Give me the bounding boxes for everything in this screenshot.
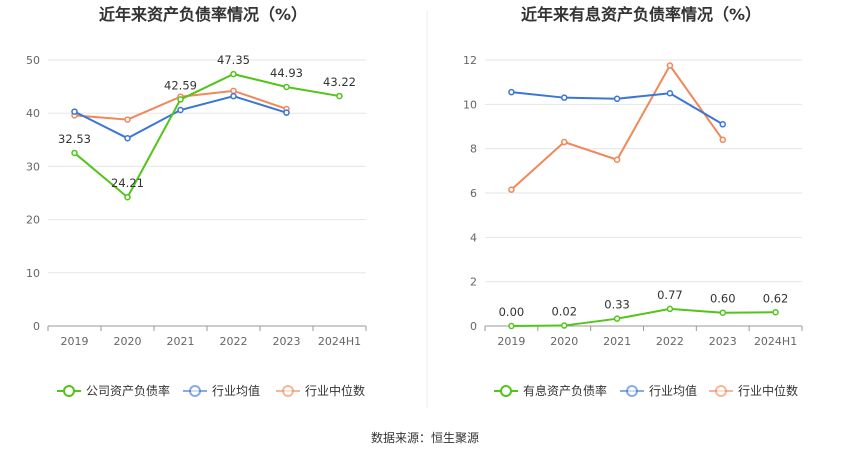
chart-title: 近年来资产负债率情况（%）	[99, 5, 307, 24]
data-point	[719, 136, 726, 144]
chart-panel-debt-ratio: 近年来资产负债率情况（%） 0 10 20 30 40 50 2019 2020 2021 2022…	[26, 5, 367, 398]
data-label: 0.02	[551, 305, 577, 319]
x-tick-label: 2019	[497, 335, 525, 348]
legend-item[interactable]: 行业均值	[183, 383, 260, 398]
x-tick-label: 2020	[550, 335, 578, 348]
legend-item[interactable]: 行业中位数	[709, 383, 798, 398]
data-label: 0.33	[604, 298, 630, 312]
y-tick-label: 12	[463, 54, 477, 67]
data-source-label: 数据来源：恒生聚源	[371, 430, 479, 445]
y-tick-label: 8	[470, 143, 477, 156]
x-tick-label: 2021	[603, 335, 631, 348]
data-point	[666, 62, 674, 69]
legend-marker-icon	[715, 385, 727, 397]
data-point	[124, 134, 131, 142]
legend-label: 行业中位数	[738, 383, 798, 398]
x-tick-label: 2024H1	[754, 335, 797, 348]
legend-label: 公司资产负债率	[86, 383, 170, 398]
y-tick-label: 30	[26, 160, 40, 173]
data-point	[177, 106, 184, 114]
data-point	[613, 156, 621, 163]
x-tick-label: 2021	[167, 335, 195, 348]
legend-item[interactable]: 行业中位数	[276, 383, 365, 398]
data-point	[124, 116, 131, 123]
data-point	[666, 90, 674, 97]
legend-marker-icon	[500, 385, 512, 397]
data-label: 42.59	[164, 78, 197, 92]
legend-item[interactable]: 有息资产负债率	[494, 383, 607, 398]
legend-label: 行业均值	[649, 383, 697, 398]
data-point	[719, 309, 726, 316]
data-point	[336, 92, 343, 100]
y-tick-label: 2	[470, 276, 477, 289]
y-tick-label: 10	[463, 98, 477, 111]
data-point	[177, 96, 184, 103]
y-tick-label: 10	[26, 267, 40, 280]
y-tick-label: 20	[26, 214, 40, 227]
data-point	[230, 92, 237, 100]
data-point	[283, 83, 290, 91]
x-tick-label: 2022	[220, 335, 248, 348]
data-point	[283, 109, 290, 116]
data-point	[772, 309, 779, 316]
data-point	[508, 322, 515, 330]
x-tick-label: 2020	[114, 335, 142, 348]
data-label: 24.21	[111, 176, 144, 190]
data-label: 0.60	[710, 292, 736, 306]
data-point	[666, 305, 674, 313]
legend-label: 行业中位数	[305, 383, 365, 398]
x-tick-label: 2023	[709, 335, 737, 348]
data-label: 47.35	[217, 53, 250, 67]
legend-item[interactable]: 公司资产负债率	[57, 383, 170, 398]
data-point	[124, 193, 131, 201]
x-tick-label: 2019	[61, 335, 89, 348]
y-tick-label: 40	[26, 107, 40, 120]
data-point	[71, 149, 78, 157]
data-label: 44.93	[270, 66, 303, 80]
x-tick-label: 2024H1	[318, 335, 361, 348]
data-label: 43.22	[323, 75, 356, 89]
data-point	[561, 138, 568, 146]
legend-marker-icon	[189, 385, 201, 397]
x-tick-label: 2023	[273, 335, 301, 348]
series-line	[510, 63, 724, 191]
data-point	[71, 108, 78, 115]
legend-item[interactable]: 行业均值	[620, 383, 697, 398]
data-point	[230, 87, 237, 95]
data-point	[230, 70, 237, 78]
chart-title: 近年来有息资产负债率情况（%）	[521, 5, 761, 24]
x-tick-label: 2022	[656, 335, 684, 348]
chart-panel-interest-debt-ratio: 近年来有息资产负债率情况（%） 0 2 4 6 8 10 12 2019 2020 2021 2022…	[463, 5, 803, 398]
y-tick-label: 6	[470, 187, 477, 200]
data-point	[613, 315, 621, 322]
series-line	[73, 73, 340, 199]
data-label: 32.53	[58, 132, 91, 146]
data-label: 0.77	[657, 288, 683, 302]
data-label: 0.00	[499, 305, 525, 319]
data-label: 0.62	[763, 291, 789, 305]
legend-marker-icon	[626, 385, 638, 397]
legend-marker-icon	[63, 385, 75, 397]
legend-marker-icon	[282, 385, 294, 397]
data-point	[561, 322, 568, 329]
y-tick-label: 0	[470, 320, 477, 333]
y-tick-label: 50	[26, 54, 40, 67]
legend-label: 有息资产负债率	[523, 383, 607, 398]
data-point	[613, 95, 621, 103]
series-line	[511, 307, 776, 327]
data-point	[719, 121, 726, 128]
legend-label: 行业均值	[212, 383, 260, 398]
data-point	[508, 186, 515, 193]
data-point	[561, 94, 568, 101]
y-tick-label: 4	[470, 231, 477, 244]
y-tick-label: 0	[33, 320, 40, 333]
data-point	[508, 88, 515, 96]
